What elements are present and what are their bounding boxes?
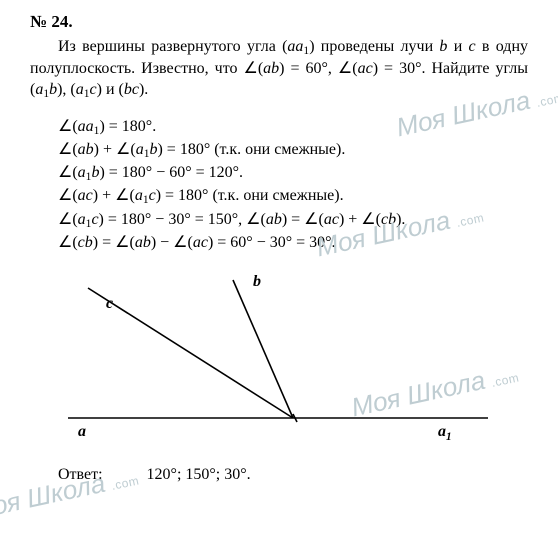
answer-value: 120°; 150°; 30°. (147, 466, 251, 483)
ray-b (233, 280, 293, 418)
solution-block: ∠(aa1) = 180°. ∠(ab) + ∠(a1b) = 180° (т.… (58, 115, 528, 254)
problem-number: № 24. (30, 12, 528, 32)
angle-diagram: a a1 b c (58, 268, 488, 443)
problem-text: Из вершины развернутого угла (aa1) прове… (30, 36, 528, 101)
label-b: b (253, 273, 261, 290)
solution-line: ∠(a1b) = 180° − 60° = 120°. (58, 161, 528, 184)
solution-line: ∠(ac) + ∠(a1c) = 180° (т.к. они смежные)… (58, 184, 528, 207)
answer-line: Ответ: 120°; 150°; 30°. (58, 466, 528, 484)
label-c: c (106, 295, 113, 312)
solution-line: ∠(a1c) = 180° − 30° = 150°, ∠(ab) = ∠(ac… (58, 208, 528, 231)
solution-line: ∠(ab) + ∠(a1b) = 180° (т.к. они смежные)… (58, 138, 528, 161)
label-a1: a1 (438, 423, 452, 443)
answer-label: Ответ: (58, 466, 103, 483)
label-a: a (78, 423, 86, 440)
solution-line: ∠(aa1) = 180°. (58, 115, 528, 138)
solution-line: ∠(cb) = ∠(ab) − ∠(ac) = 60° − 30° = 30°. (58, 231, 528, 254)
diagram: a a1 b c (58, 268, 528, 448)
page: Моя Школа.com Моя Школа.com Моя Школа.co… (0, 0, 558, 548)
ray-c (88, 288, 293, 418)
watermark-suffix: .com (535, 90, 558, 110)
